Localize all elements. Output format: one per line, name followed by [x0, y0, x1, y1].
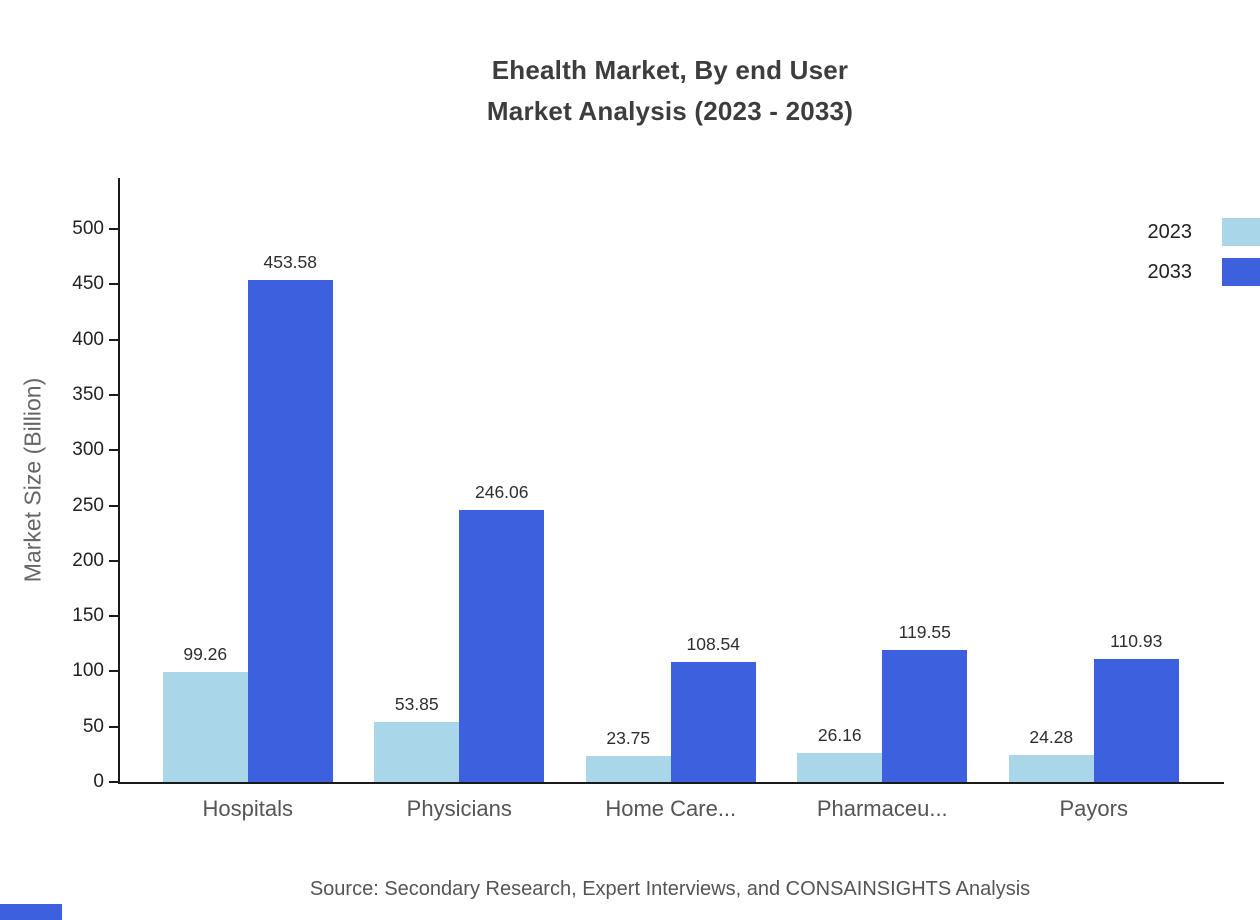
bar-value-2023-home-care: 23.75: [606, 727, 651, 748]
chart-title: Ehealth Market, By end User Market Analy…: [118, 50, 1222, 132]
bar-2023-hospitals: [162, 672, 248, 782]
y-tick-mark-0: [109, 781, 118, 783]
bar-value-2023-physicians: 53.85: [394, 694, 439, 715]
x-category-label-home-care: Home Care...: [605, 796, 737, 821]
y-tick-label-300: 300: [72, 439, 104, 461]
bar-2033-hospitals: [247, 280, 333, 782]
legend: 2023 2033: [1148, 212, 1260, 292]
bar-value-2033-physicians: 246.06: [474, 481, 529, 502]
chart-title-line2: Market Analysis (2023 - 2033): [486, 96, 854, 126]
legend-item-2033: 2033: [1148, 252, 1260, 292]
legend-swatch-2033: [1222, 258, 1260, 286]
y-tick-label-0: 0: [93, 771, 104, 792]
y-tick-label-450: 450: [72, 273, 104, 295]
x-category-label-physicians: Physicians: [406, 796, 512, 821]
y-tick-label-250: 250: [72, 494, 104, 516]
bar-2033-payors: [1093, 659, 1179, 782]
y-tick-mark-150: [109, 615, 118, 618]
y-tick-mark-400: [109, 338, 118, 341]
bar-value-2023-hospitals: 99.26: [183, 644, 228, 665]
y-tick-label-500: 500: [72, 218, 104, 239]
x-category-label-pharmaceu: Pharmaceu...: [816, 796, 948, 821]
bar-2033-home-care: [670, 661, 756, 782]
x-category-label-payors: Payors: [1059, 796, 1128, 821]
bar-2033-pharmaceu: [882, 649, 968, 782]
y-tick-mark-250: [109, 504, 118, 507]
bar-value-2033-hospitals: 453.58: [263, 252, 318, 273]
plot-area: 0 50 100 150 200 250 300 350 400 450 500 99.26 453.5…: [72, 178, 1224, 821]
legend-label-2023: 2023: [1147, 220, 1193, 243]
bar-2023-physicians: [374, 722, 460, 782]
bar-value-2033-home-care: 108.54: [686, 633, 741, 654]
bar-2023-pharmaceu: [797, 753, 883, 782]
x-category-label-hospitals: Hospitals: [202, 796, 293, 821]
y-tick-label-100: 100: [72, 660, 104, 682]
y-tick-mark-350: [109, 393, 118, 396]
corner-accent: [0, 904, 62, 920]
bar-2023-home-care: [585, 755, 671, 782]
y-tick-label-400: 400: [72, 328, 104, 350]
y-tick-label-350: 350: [72, 383, 104, 405]
y-tick-mark-100: [109, 670, 118, 673]
bar-value-2033-payors: 110.93: [1110, 631, 1163, 652]
y-tick-mark-200: [109, 559, 118, 562]
y-tick-label-150: 150: [72, 605, 104, 627]
y-axis-title: Market Size (Billion): [19, 377, 46, 583]
legend-swatch-2023: [1222, 218, 1260, 246]
y-tick-mark-50: [109, 725, 118, 728]
legend-label-2033: 2033: [1147, 260, 1193, 283]
bar-2023-payors: [1008, 755, 1094, 782]
legend-item-2023: 2023: [1148, 212, 1260, 252]
chart-title-line1: Ehealth Market, By end User: [491, 55, 849, 85]
y-tick-label-200: 200: [72, 549, 104, 571]
y-tick-mark-500: [109, 228, 118, 230]
y-tick-mark-300: [109, 449, 118, 452]
y-tick-label-50: 50: [82, 715, 104, 737]
bar-value-2023-pharmaceu: 26.16: [817, 725, 862, 746]
source-note: Source: Secondary Research, Expert Inter…: [309, 878, 1031, 900]
bar-value-2023-payors: 24.28: [1029, 727, 1074, 748]
bar-2033-physicians: [459, 509, 545, 782]
bar-value-2033-pharmaceu: 119.55: [898, 621, 951, 642]
y-tick-mark-450: [109, 283, 118, 286]
